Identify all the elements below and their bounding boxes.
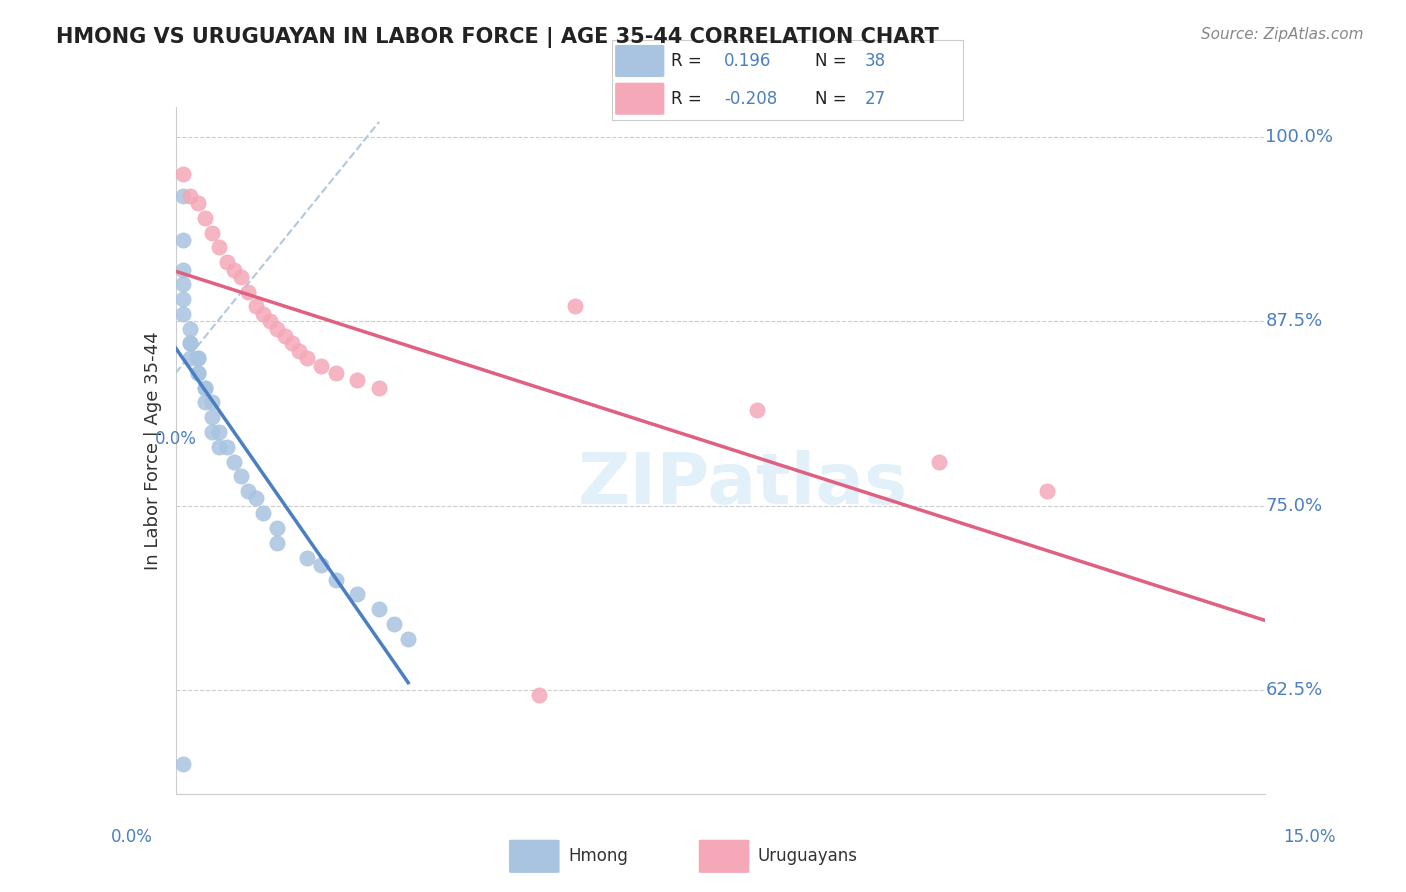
Point bbox=[274, 329, 297, 343]
Point bbox=[295, 351, 318, 366]
Point bbox=[208, 440, 231, 454]
Text: Source: ZipAtlas.com: Source: ZipAtlas.com bbox=[1201, 27, 1364, 42]
Point bbox=[201, 395, 224, 409]
Point bbox=[194, 381, 217, 395]
Point bbox=[172, 292, 194, 306]
Point bbox=[527, 688, 550, 702]
Point bbox=[928, 454, 950, 468]
Point bbox=[172, 277, 194, 292]
Point bbox=[186, 351, 209, 366]
Point bbox=[745, 402, 768, 417]
Point bbox=[186, 366, 209, 380]
Text: 0.0%: 0.0% bbox=[155, 430, 197, 448]
Text: 75.0%: 75.0% bbox=[1265, 497, 1323, 515]
Point bbox=[215, 440, 238, 454]
Point bbox=[172, 307, 194, 321]
Text: N =: N = bbox=[815, 52, 846, 70]
Point bbox=[172, 757, 194, 772]
Point bbox=[172, 188, 194, 202]
Point bbox=[266, 321, 288, 335]
Point bbox=[309, 558, 332, 572]
Point bbox=[186, 196, 209, 211]
Point bbox=[1036, 484, 1059, 499]
Point bbox=[266, 535, 288, 549]
Y-axis label: In Labor Force | Age 35-44: In Labor Force | Age 35-44 bbox=[143, 331, 162, 570]
Point bbox=[245, 491, 267, 506]
Point bbox=[266, 521, 288, 535]
Point bbox=[252, 307, 274, 321]
Point bbox=[179, 188, 201, 202]
Point bbox=[194, 381, 217, 395]
Text: -0.208: -0.208 bbox=[724, 90, 778, 108]
Point bbox=[172, 167, 194, 181]
Point bbox=[396, 632, 419, 646]
Point bbox=[179, 321, 201, 335]
Text: 15.0%: 15.0% bbox=[1282, 828, 1336, 847]
Point bbox=[201, 226, 224, 240]
Point bbox=[368, 381, 391, 395]
Text: Uruguayans: Uruguayans bbox=[758, 847, 858, 865]
Point bbox=[172, 262, 194, 277]
Point bbox=[281, 336, 304, 351]
Point bbox=[564, 300, 586, 314]
Text: ZIPatlas: ZIPatlas bbox=[578, 450, 907, 519]
Point bbox=[309, 359, 332, 373]
Text: 87.5%: 87.5% bbox=[1265, 312, 1323, 330]
Point bbox=[288, 343, 311, 358]
Text: HMONG VS URUGUAYAN IN LABOR FORCE | AGE 35-44 CORRELATION CHART: HMONG VS URUGUAYAN IN LABOR FORCE | AGE … bbox=[56, 27, 939, 48]
Point bbox=[368, 602, 391, 616]
Point bbox=[201, 410, 224, 425]
Point bbox=[208, 240, 231, 254]
Point bbox=[186, 351, 209, 366]
Text: R =: R = bbox=[672, 90, 702, 108]
Point bbox=[325, 573, 347, 587]
Text: 100.0%: 100.0% bbox=[1265, 128, 1333, 145]
Point bbox=[186, 366, 209, 380]
Point bbox=[179, 336, 201, 351]
Point bbox=[245, 300, 267, 314]
Point bbox=[252, 506, 274, 520]
Text: N =: N = bbox=[815, 90, 846, 108]
Point bbox=[194, 395, 217, 409]
Text: 62.5%: 62.5% bbox=[1265, 681, 1323, 699]
Text: 27: 27 bbox=[865, 90, 886, 108]
FancyBboxPatch shape bbox=[509, 839, 560, 873]
Point bbox=[222, 262, 245, 277]
Point bbox=[295, 550, 318, 565]
Point bbox=[231, 269, 253, 284]
Point bbox=[259, 314, 281, 328]
Point bbox=[238, 484, 260, 499]
Point bbox=[222, 454, 245, 468]
FancyBboxPatch shape bbox=[699, 839, 749, 873]
Text: 0.196: 0.196 bbox=[724, 52, 772, 70]
Point bbox=[325, 366, 347, 380]
Text: R =: R = bbox=[672, 52, 702, 70]
FancyBboxPatch shape bbox=[616, 83, 665, 115]
Point bbox=[172, 233, 194, 247]
Point bbox=[194, 211, 217, 225]
Text: 0.0%: 0.0% bbox=[111, 828, 153, 847]
Point bbox=[215, 255, 238, 269]
Point bbox=[231, 469, 253, 483]
Text: Hmong: Hmong bbox=[568, 847, 628, 865]
Point bbox=[179, 351, 201, 366]
Point bbox=[179, 336, 201, 351]
Text: 38: 38 bbox=[865, 52, 886, 70]
Point bbox=[382, 617, 405, 632]
Point bbox=[208, 425, 231, 439]
Point bbox=[201, 425, 224, 439]
Point bbox=[346, 373, 368, 387]
Point bbox=[346, 587, 368, 601]
FancyBboxPatch shape bbox=[616, 45, 665, 77]
Point bbox=[238, 285, 260, 299]
